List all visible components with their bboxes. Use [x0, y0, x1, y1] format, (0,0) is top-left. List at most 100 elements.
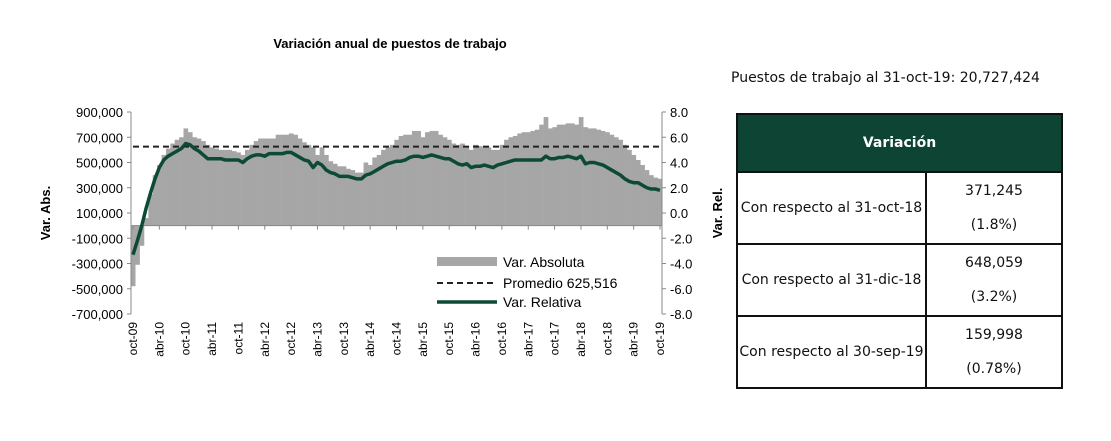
- bar: [249, 144, 255, 226]
- left-tick-label: 500,000: [76, 156, 123, 171]
- bar: [209, 147, 215, 226]
- bar: [442, 137, 448, 226]
- bar: [644, 170, 650, 226]
- x-tick-label: oct-11: [231, 322, 245, 355]
- bar: [539, 124, 544, 226]
- x-tick-label: abr-13: [310, 322, 324, 357]
- bar: [376, 154, 382, 226]
- bar: [425, 132, 430, 226]
- row-value: 371,245 (1.8%): [925, 171, 1063, 245]
- bar: [253, 141, 259, 226]
- legend-swatch-bars: [437, 257, 497, 266]
- bar: [319, 147, 325, 226]
- bar: [302, 142, 307, 226]
- bar: [187, 132, 193, 226]
- bar: [152, 175, 158, 226]
- x-tick-label: oct-13: [337, 322, 351, 356]
- bar: [214, 148, 219, 226]
- bar: [504, 139, 509, 226]
- bar: [275, 134, 281, 226]
- bar: [381, 149, 386, 226]
- right-tick-label: 4.0: [670, 156, 688, 171]
- bar: [354, 172, 360, 226]
- row-label: Con respecto al 30-sep-19: [736, 315, 927, 389]
- bar: [587, 128, 593, 226]
- bar: [231, 151, 237, 226]
- left-tick-label: 700,000: [76, 130, 123, 145]
- x-tick-label: oct-17: [548, 322, 562, 356]
- bar: [433, 130, 439, 226]
- bar: [517, 133, 522, 226]
- bar: [561, 124, 566, 226]
- table-row: Con respecto al 30-sep-19 159,998 (0.78%): [736, 315, 1063, 389]
- right-tick-label: -6.0: [670, 282, 692, 297]
- bar: [262, 138, 268, 226]
- left-axis-title: Var. Abs.: [38, 186, 53, 240]
- row-label: Con respecto al 31-dic-18: [736, 243, 927, 317]
- bar: [420, 137, 426, 226]
- bar: [411, 130, 417, 226]
- bar: [359, 172, 364, 226]
- legend-label: Var. Absoluta: [503, 254, 585, 270]
- right-tick-label: -2.0: [670, 231, 692, 246]
- bar: [310, 147, 316, 226]
- bar: [526, 132, 531, 226]
- bar: [548, 128, 553, 226]
- pct: (1.8%): [970, 217, 1018, 233]
- bar: [148, 194, 154, 226]
- bar: [578, 117, 584, 226]
- bar: [627, 149, 632, 226]
- bar: [385, 147, 391, 226]
- bar: [223, 149, 228, 226]
- bar: [569, 123, 575, 226]
- bar: [653, 177, 659, 226]
- pct: (3.2%): [970, 289, 1018, 305]
- bar: [236, 152, 241, 226]
- bar: [350, 170, 356, 226]
- bar: [477, 146, 483, 226]
- bar: [130, 225, 136, 287]
- x-tick-label: oct-10: [179, 322, 193, 356]
- right-axis-title: Var. Rel.: [710, 188, 725, 239]
- left-tick-label: 300,000: [76, 181, 123, 196]
- bar: [407, 134, 413, 226]
- right-tick-label: 0.0: [670, 206, 688, 221]
- x-tick-label: abr-15: [416, 322, 430, 357]
- bar: [438, 134, 443, 226]
- x-tick-label: oct-18: [600, 322, 614, 356]
- left-tick-label: -700,000: [72, 307, 123, 322]
- bar: [543, 117, 549, 226]
- bar: [341, 166, 347, 226]
- bar: [464, 146, 470, 226]
- bar: [165, 148, 171, 226]
- bar: [613, 137, 619, 226]
- value: 371,245: [965, 183, 1023, 199]
- bar: [451, 143, 457, 226]
- bar: [389, 144, 395, 226]
- table-header: Variación: [736, 113, 1063, 173]
- relative-line: [131, 141, 661, 256]
- bar: [649, 175, 654, 226]
- row-value: 648,059 (3.2%): [925, 243, 1063, 317]
- x-tick-label: oct-12: [284, 322, 298, 356]
- x-tick-label: oct-15: [442, 322, 456, 356]
- x-tick-label: oct-19: [653, 322, 667, 356]
- bar: [192, 137, 197, 226]
- bar: [618, 139, 623, 226]
- x-tick-label: abr-17: [521, 322, 535, 357]
- chart: 900,000 700,000 500,000 300,000 100,000 -100,…: [38, 105, 725, 357]
- bar: [591, 128, 597, 226]
- bar: [512, 135, 518, 226]
- bar: [315, 154, 320, 226]
- x-tick-label: oct-16: [495, 322, 509, 356]
- x-tick-label: abr-11: [205, 322, 219, 356]
- bar: [495, 149, 501, 226]
- bar: [455, 144, 461, 226]
- value: 648,059: [965, 255, 1023, 271]
- bar: [306, 144, 312, 226]
- bar: [640, 165, 645, 226]
- bar: [258, 138, 263, 226]
- left-tick-label: 100,000: [76, 206, 123, 221]
- row-value: 159,998 (0.78%): [925, 315, 1063, 389]
- bar: [657, 178, 663, 226]
